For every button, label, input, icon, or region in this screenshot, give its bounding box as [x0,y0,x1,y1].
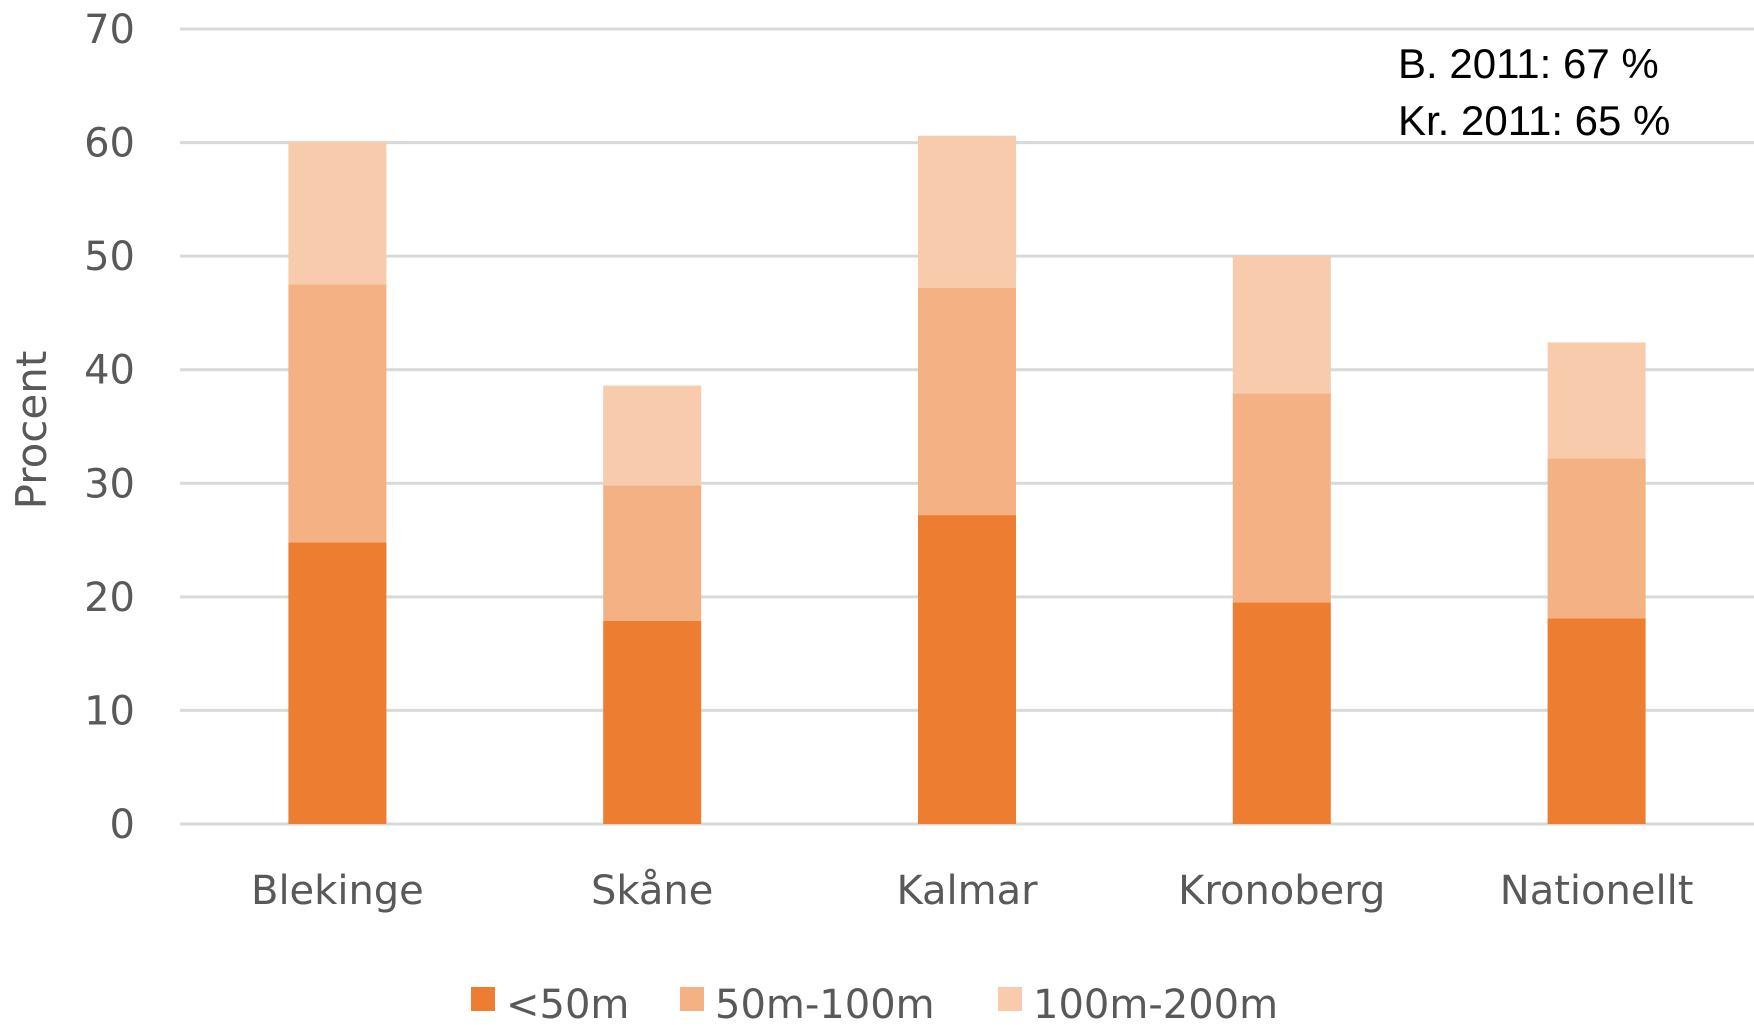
bar-segment [288,141,387,285]
legend-label: 50m-100m [715,982,935,1025]
annotation-line: Kr. 2011: 65 % [1398,97,1670,144]
bar-segment [918,287,1016,516]
bar-segment [288,284,387,543]
x-category-label: Skåne [591,868,713,914]
bar-segment [1547,342,1646,459]
y-tick-label: 10 [84,688,135,734]
x-axis-categories: Blekinge Skåne Kalmar Kronoberg Nationellt [251,868,1693,914]
legend-label: 100m-200m [1033,982,1278,1025]
bar-segment [918,515,1016,824]
bar-segment [1547,458,1646,619]
x-category-label: Blekinge [251,868,424,914]
bar-segment [603,385,702,486]
bar-segment [918,135,1016,288]
legend: <50m 50m-100m 100m-200m [471,982,1278,1025]
y-tick-label: 30 [84,461,135,507]
y-tick-label: 20 [84,575,135,621]
y-axis-label: Procent [7,351,56,510]
bar-segment [1232,256,1331,394]
legend-swatch [998,987,1022,1011]
bar-segment [603,620,702,824]
y-axis-ticks: 0 10 20 30 40 50 60 70 [84,7,135,848]
y-tick-label: 70 [84,7,135,53]
y-tick-label: 40 [84,348,135,394]
y-tick-label: 0 [110,802,135,848]
bar-segment [603,485,702,621]
x-category-label: Nationellt [1500,868,1694,914]
y-tick-label: 60 [84,121,135,167]
bar-segment [1232,393,1331,603]
bar-segment [1547,618,1646,824]
bar-segment [1232,602,1331,824]
annotation-line: B. 2011: 67 % [1398,40,1659,87]
x-category-label: Kalmar [896,868,1038,914]
bar-segment [288,542,387,824]
x-category-label: Kronoberg [1178,868,1385,914]
legend-swatch [471,987,495,1011]
y-tick-label: 50 [84,234,135,280]
legend-swatch [680,987,704,1011]
bars [288,135,1646,824]
legend-label: <50m [506,982,629,1025]
annotation-box: B. 2011: 67 % Kr. 2011: 65 % [1398,40,1670,144]
